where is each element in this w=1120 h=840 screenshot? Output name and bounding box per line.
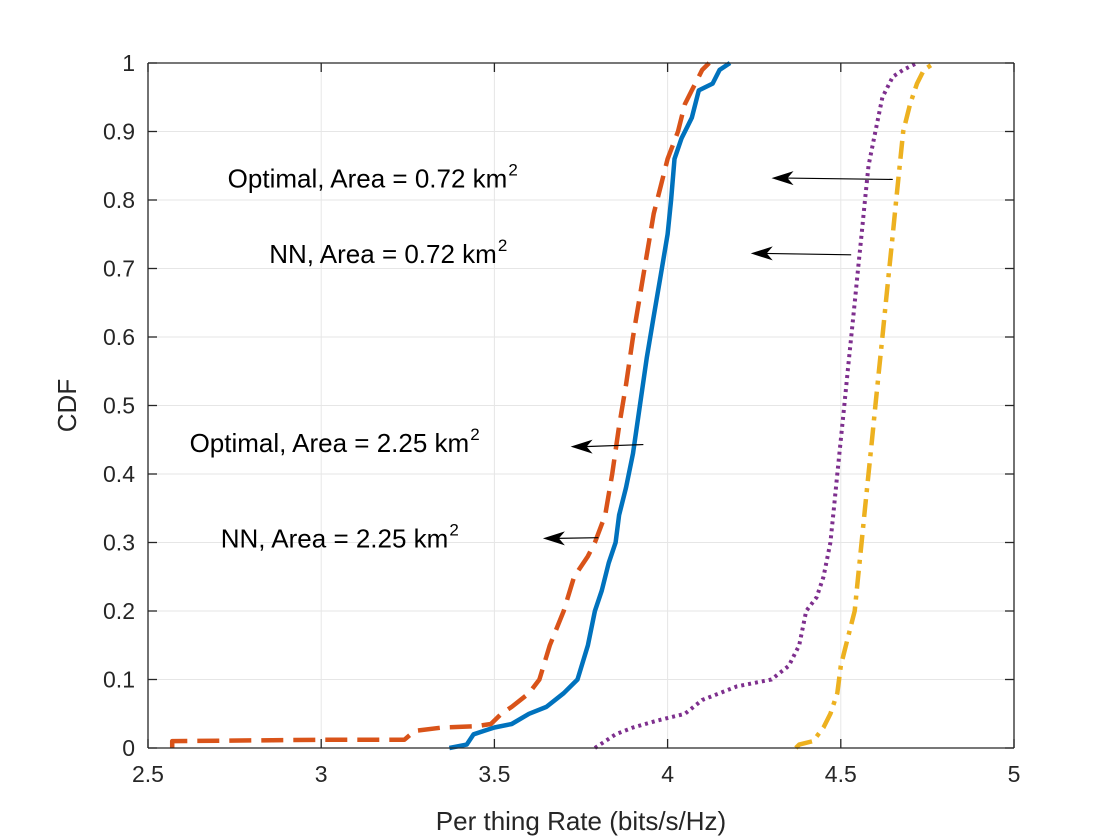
- y-tick-label: 0.2: [103, 598, 135, 624]
- y-tick-label: 1: [122, 50, 135, 76]
- annotation-arrow-line: [584, 443, 644, 448]
- annotation-superscript: 2: [508, 161, 517, 180]
- x-axis-title: Per thing Rate (bits/s/Hz): [436, 806, 726, 836]
- series-layer: [169, 61, 936, 751]
- annotation-2: NN, Area = 0.72 km 2: [269, 236, 852, 269]
- annotation-arrow-head: [570, 439, 593, 454]
- x-tick-label: 3: [315, 761, 328, 787]
- annotation-arrow-line: [764, 252, 852, 256]
- y-tick-label: 0.5: [103, 393, 135, 419]
- y-tick-label: 0.7: [103, 256, 135, 282]
- y-tick-label: 0.6: [103, 324, 135, 350]
- y-axis-title: CDF: [52, 379, 82, 432]
- axes: 2.5 3 3.5 4 4.5 5 0 0.1 0.2 0.3 0.4 0.5 0.6 0.7 0.8 0.9…: [103, 50, 1020, 787]
- y-tick-label: 0.1: [103, 667, 135, 693]
- x-tick-label: 5: [1008, 761, 1021, 787]
- annotation-arrow-head: [542, 531, 565, 546]
- y-tick-label: 0.3: [103, 530, 135, 556]
- series-line-4: [794, 61, 936, 750]
- y-tick-label: 0.8: [103, 187, 135, 213]
- x-tick-label: 2.5: [132, 761, 164, 787]
- annotation-superscript: 2: [449, 520, 458, 539]
- annotation-label: NN, Area = 2.25 km: [221, 523, 449, 553]
- annotation-superscript: 2: [498, 236, 507, 255]
- x-tick-label: 4: [661, 761, 674, 787]
- annotation-label: Optimal, Area = 2.25 km: [190, 428, 470, 458]
- annotation-superscript: 2: [470, 425, 479, 444]
- annotation-4: NN, Area = 2.25 km 2: [221, 520, 599, 553]
- annotation-arrow-line: [556, 537, 599, 539]
- annotation-arrow-head: [750, 246, 773, 261]
- annotation-arrow-head: [771, 171, 794, 186]
- annotations: Optimal, Area = 0.72 km 2NN, Area = 0.72 …: [190, 161, 893, 553]
- annotation-label: NN, Area = 0.72 km: [269, 239, 497, 269]
- annotation-3: Optimal, Area = 2.25 km 2: [190, 425, 644, 458]
- y-tick-label: 0.9: [103, 119, 135, 145]
- y-tick-label: 0.4: [103, 461, 135, 487]
- annotation-1: Optimal, Area = 0.72 km 2: [228, 161, 893, 194]
- series-line-1: [448, 61, 732, 751]
- x-tick-label: 4.5: [825, 761, 857, 787]
- series-line-3: [593, 61, 918, 750]
- y-tick-label: 0: [122, 735, 135, 761]
- series-line-2: [169, 61, 711, 748]
- annotation-arrow-line: [785, 177, 893, 181]
- annotation-label: Optimal, Area = 0.72 km: [228, 164, 508, 194]
- x-tick-label: 3.5: [478, 761, 510, 787]
